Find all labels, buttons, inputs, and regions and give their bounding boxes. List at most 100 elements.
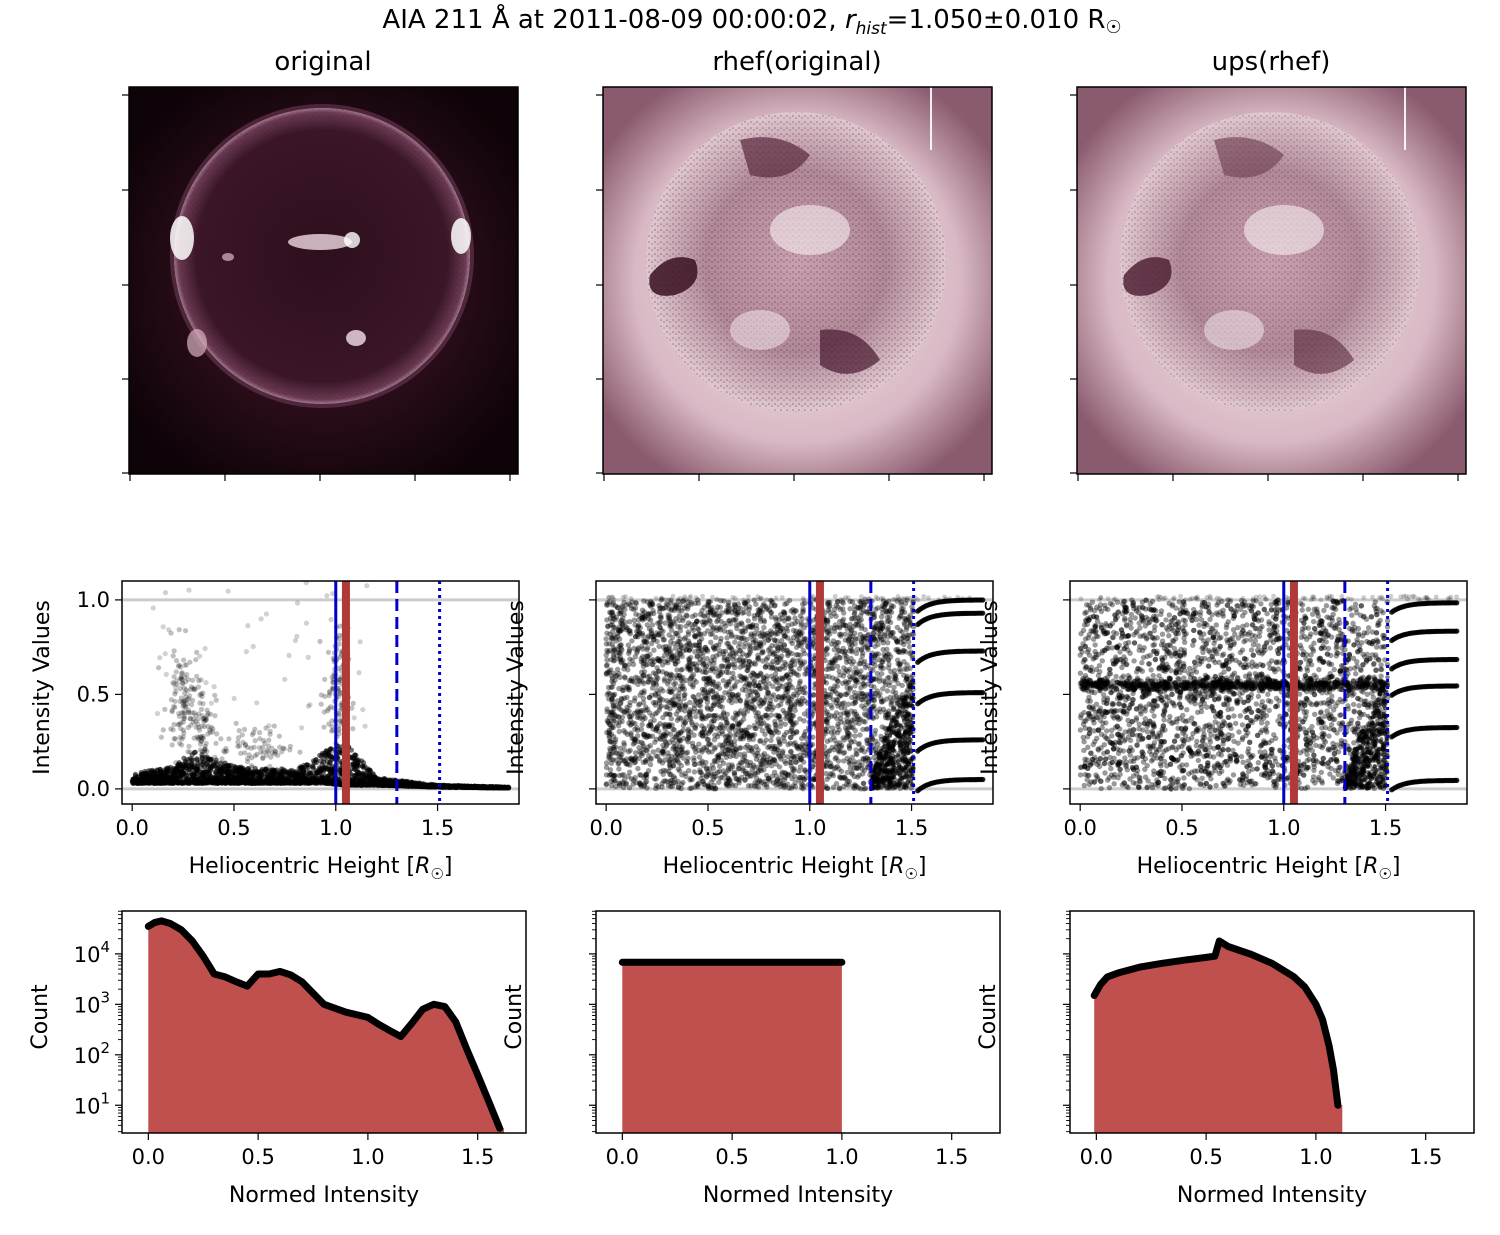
scatter-point <box>299 725 305 731</box>
scatter-point <box>338 718 344 724</box>
scatter-point <box>609 699 615 705</box>
scatter-point <box>623 627 629 633</box>
scatter-point <box>154 710 161 717</box>
scatter-point <box>675 694 682 700</box>
scatter-point <box>709 713 715 719</box>
scatter-point <box>235 739 241 745</box>
scatter-point <box>179 670 185 676</box>
scatter-point <box>366 773 372 779</box>
scatter-point <box>355 769 361 775</box>
scatter-point <box>800 759 807 765</box>
scatter-point <box>777 641 783 648</box>
scatter-point <box>249 769 255 776</box>
scatter-point <box>660 714 666 721</box>
scatter-point <box>616 628 622 634</box>
scatter-point <box>185 707 192 713</box>
scatter-point <box>189 752 195 758</box>
scatter-point <box>160 624 166 630</box>
scatter-point <box>688 675 694 681</box>
scatter-point <box>735 711 741 718</box>
scatter-point <box>202 717 208 723</box>
scatter-point <box>614 666 621 673</box>
scatter-point <box>787 718 793 724</box>
scatter-point <box>774 660 780 666</box>
scatter-point <box>257 736 263 742</box>
scatter-point <box>612 712 618 718</box>
scatter-point <box>194 734 200 740</box>
scatter-point <box>771 650 778 657</box>
scatter-point <box>315 777 321 784</box>
panel-title-ups: ups(rhef) <box>1212 47 1331 77</box>
scatter-point <box>673 630 679 637</box>
scatter-point <box>696 780 702 786</box>
scatter-point <box>606 668 612 674</box>
scatter-point <box>794 729 800 735</box>
scatter-point <box>759 629 765 636</box>
scatter-point <box>687 681 694 687</box>
scatter-point <box>886 674 892 681</box>
scatter-point <box>151 777 157 783</box>
scatter-point <box>655 784 661 790</box>
scatter-point <box>272 751 278 757</box>
scatter-point <box>186 696 192 702</box>
scatter-point <box>214 731 220 737</box>
scatter-point <box>336 632 342 638</box>
scatter-point <box>644 757 650 763</box>
scatter-point <box>891 706 897 712</box>
scatter-point <box>761 601 767 607</box>
scatter-point <box>673 734 679 740</box>
scatter-point <box>182 699 188 705</box>
scatter-point <box>836 785 843 791</box>
scatter-point <box>242 750 248 756</box>
scatter-point <box>323 765 329 772</box>
image-ticks-original <box>122 94 511 481</box>
scatter-point <box>869 736 876 742</box>
scatter-point <box>691 705 698 711</box>
scatter-point <box>618 642 624 648</box>
scatter-point <box>364 583 370 589</box>
scatter-point <box>203 716 209 722</box>
scatter-point <box>168 630 174 636</box>
scatter-point <box>891 704 897 711</box>
scatter-point <box>747 646 753 652</box>
scatter-point <box>164 768 170 774</box>
scatter-point <box>688 601 694 607</box>
scatter-point <box>760 649 766 656</box>
scatter-point <box>718 671 724 678</box>
scatter-point <box>213 697 219 703</box>
scatter-point <box>630 720 636 726</box>
scatter-point <box>847 606 853 612</box>
scatter-point <box>352 752 358 758</box>
scatter-point <box>199 693 205 700</box>
scatter-point <box>671 758 677 764</box>
scatter-point <box>848 708 854 714</box>
scatter-point <box>824 785 831 791</box>
active-region-limb-west <box>451 218 471 254</box>
scatter-point <box>784 771 791 778</box>
scatter-point <box>754 718 760 725</box>
scatter-point <box>751 639 757 645</box>
scatter-point <box>352 762 358 768</box>
scatter-point <box>604 691 610 698</box>
scatter-point <box>263 611 269 617</box>
scatter-point <box>336 722 342 729</box>
scatter-point <box>827 631 833 637</box>
scatter-point <box>769 773 775 779</box>
scatter-point <box>336 711 342 717</box>
scatter-point <box>184 701 190 707</box>
scatter-point <box>672 746 679 752</box>
scatter-point <box>337 689 343 696</box>
scatter-point <box>251 744 257 750</box>
scatter-point <box>671 727 677 733</box>
scatter-point <box>330 679 336 686</box>
scatter-point <box>491 785 497 791</box>
scatter-point <box>633 611 639 617</box>
scatter-point <box>713 642 719 649</box>
scatter-point <box>736 634 742 641</box>
scatter-point <box>906 639 912 645</box>
scatter-point <box>183 765 189 771</box>
scatter-point <box>336 731 342 737</box>
scatter-point <box>759 752 766 759</box>
